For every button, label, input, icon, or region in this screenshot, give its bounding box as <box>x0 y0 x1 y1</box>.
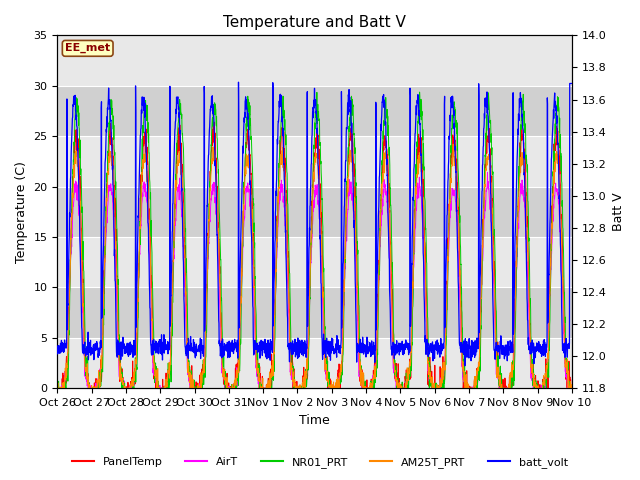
Legend: PanelTemp, AirT, NR01_PRT, AM25T_PRT, batt_volt: PanelTemp, AirT, NR01_PRT, AM25T_PRT, ba… <box>68 452 572 472</box>
Bar <box>58 36 572 86</box>
Y-axis label: Batt V: Batt V <box>612 192 625 231</box>
X-axis label: Time: Time <box>300 414 330 427</box>
Bar <box>58 237 572 288</box>
Bar <box>58 288 572 338</box>
Y-axis label: Temperature (C): Temperature (C) <box>15 161 28 263</box>
Bar <box>58 187 572 237</box>
Bar <box>58 136 572 187</box>
Title: Temperature and Batt V: Temperature and Batt V <box>223 15 406 30</box>
Bar <box>58 338 572 388</box>
Bar <box>58 86 572 136</box>
Text: EE_met: EE_met <box>65 43 110 53</box>
